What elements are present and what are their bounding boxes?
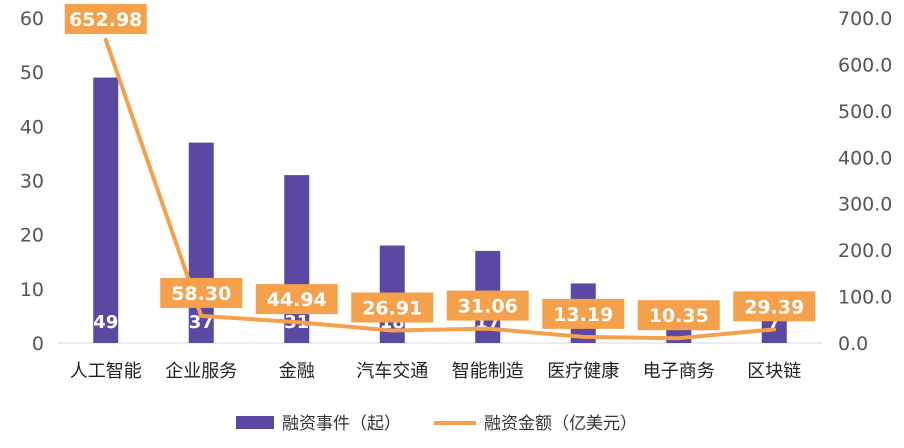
bar [93, 77, 119, 343]
line-label-box [637, 300, 720, 331]
line-value-label: 652.98 [69, 9, 142, 31]
line-value-label: 31.06 [458, 296, 518, 318]
line-label-box [446, 290, 529, 321]
category-label: 区块链 [747, 361, 801, 382]
legend-bar-swatch [236, 416, 274, 429]
category-label: 汽车交通 [356, 361, 428, 382]
right-tick-label: 200.0 [838, 240, 892, 262]
legend-bar-label: 融资事件（起） [282, 414, 401, 434]
line-value-label: 26.91 [362, 298, 422, 320]
left-tick-label: 0 [32, 333, 44, 355]
line-series [103, 37, 777, 341]
right-tick-label: 400.0 [838, 147, 892, 169]
right-tick-label: 300.0 [838, 194, 892, 216]
category-label: 医疗健康 [547, 361, 619, 382]
left-tick-label: 10 [20, 279, 44, 301]
line-value-label: 13.19 [553, 304, 613, 326]
line-value-label: 29.39 [744, 296, 804, 318]
bar [188, 142, 214, 343]
legend-line-label: 融资金额（亿美元） [484, 414, 637, 434]
left-tick-label: 50 [20, 62, 44, 84]
left-axis-ticks: 0 10 20 30 40 50 60 [20, 8, 44, 355]
legend: 融资事件（起） 融资金额（亿美元） [236, 414, 637, 434]
line-label-box [255, 284, 338, 315]
right-tick-label: 0.0 [838, 333, 868, 355]
left-tick-label: 30 [20, 171, 44, 193]
line-value-label: 44.94 [267, 289, 327, 311]
line-value-label: 58.30 [171, 283, 231, 305]
left-tick-label: 40 [20, 116, 44, 138]
line-label-box [351, 292, 434, 323]
category-label: 企业服务 [165, 361, 237, 382]
bar [284, 175, 310, 343]
right-tick-label: 600.0 [838, 54, 892, 76]
line-value-label: 10.35 [649, 305, 709, 327]
category-labels: 人工智能 企业服务 金融 汽车交通 智能制造 医疗健康 电子商务 区块链 [70, 361, 802, 382]
line-label-box [733, 291, 816, 322]
left-tick-label: 20 [20, 225, 44, 247]
right-tick-label: 500.0 [838, 101, 892, 123]
right-tick-label: 100.0 [838, 287, 892, 309]
left-tick-label: 60 [20, 8, 44, 30]
category-label: 智能制造 [452, 361, 524, 382]
line-label-box [64, 4, 147, 34]
right-axis-ticks: 0.0 100.0 200.0 300.0 400.0 500.0 600.0 700.0 [838, 8, 892, 355]
bar-value-label: 49 [93, 312, 118, 333]
line-label-box [160, 277, 243, 308]
right-tick-label: 700.0 [838, 8, 892, 30]
category-label: 人工智能 [70, 361, 142, 382]
line-data-labels: 652.98 58.30 44.94 26.91 31.06 13.19 10.35 29.3… [64, 4, 816, 331]
category-label: 金融 [279, 361, 315, 382]
line-label-box [542, 298, 625, 329]
category-label: 电子商务 [643, 361, 715, 382]
